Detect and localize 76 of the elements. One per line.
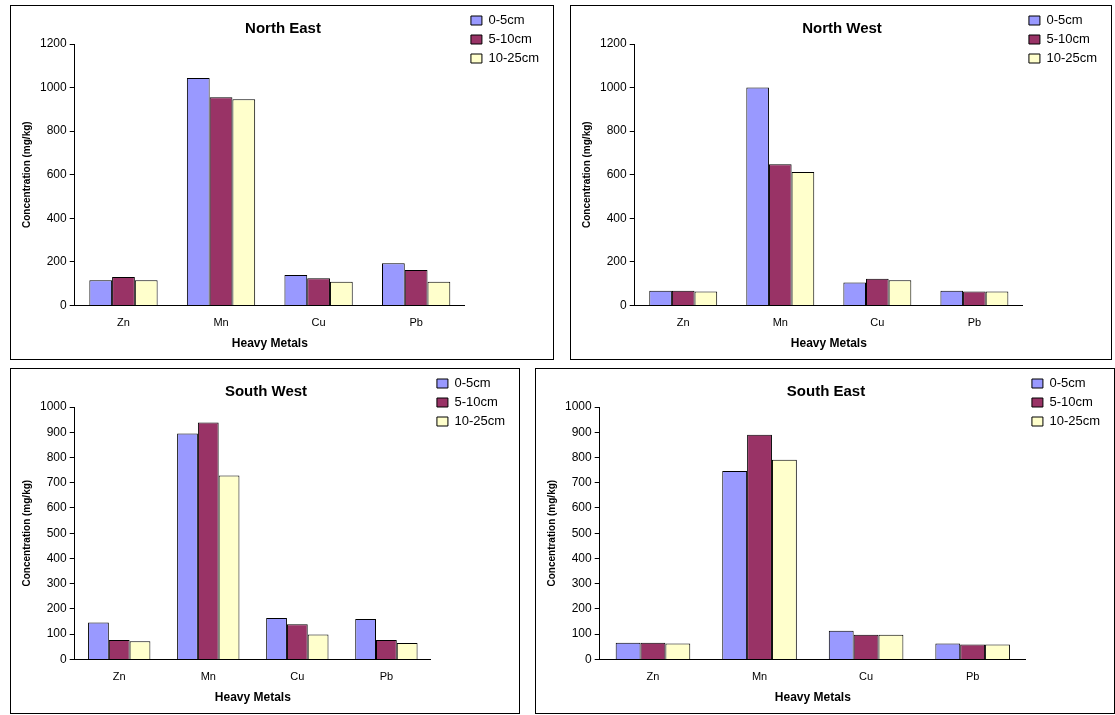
legend-label: 5-10cm <box>488 31 532 47</box>
y-axis-title: Concentration (mg/kg) <box>545 479 557 587</box>
y-tick-label: 0 <box>585 651 593 666</box>
y-tick-label: 200 <box>46 254 68 269</box>
y-tick-label: 200 <box>571 601 593 616</box>
y-tick-label: 700 <box>46 475 68 490</box>
legend-label: 0-5cm <box>1046 12 1083 28</box>
x-axis-title: Heavy Metals <box>214 690 292 705</box>
y-tick-label: 1000 <box>564 399 593 414</box>
legend-label: 0-5cm <box>1049 375 1086 391</box>
y-tick-label: 200 <box>46 601 68 616</box>
y-tick-label: 700 <box>571 475 593 490</box>
legend-label: 0-5cm <box>454 375 491 391</box>
y-tick-label: 600 <box>46 500 68 515</box>
y-axis-title: Concentration (mg/kg) <box>580 121 592 229</box>
y-tick-label: 1000 <box>39 399 68 414</box>
x-tick-label: Cu <box>311 316 326 329</box>
y-tick-label: 800 <box>606 123 628 138</box>
y-tick-label: 1200 <box>599 36 628 51</box>
legend-label: 10-25cm <box>488 50 539 66</box>
y-tick-label: 500 <box>46 525 68 540</box>
y-tick-label: 900 <box>46 424 68 439</box>
chart-title: North East <box>245 19 321 37</box>
y-tick-label: 300 <box>571 575 593 590</box>
x-tick-label: Mn <box>772 316 788 329</box>
y-tick-label: 400 <box>571 550 593 565</box>
y-tick-label: 1000 <box>599 79 628 94</box>
y-tick-label: 1000 <box>39 79 68 94</box>
x-axis-title: Heavy Metals <box>790 336 868 351</box>
y-tick-label: 400 <box>606 210 628 225</box>
legend-label: 5-10cm <box>1049 394 1093 410</box>
y-tick-label: 800 <box>46 449 68 464</box>
x-tick-label: Mn <box>751 670 768 683</box>
y-tick-label: 400 <box>46 550 68 565</box>
y-tick-label: 500 <box>571 525 593 540</box>
x-tick-label: Zn <box>117 316 130 329</box>
legend-label: 5-10cm <box>1046 31 1090 47</box>
y-tick-label: 200 <box>606 254 628 269</box>
x-tick-label: Mn <box>200 670 216 683</box>
y-tick-label: 300 <box>46 575 68 590</box>
legend-label: 5-10cm <box>454 394 498 410</box>
chart-title: South West <box>224 382 308 400</box>
y-tick-label: 600 <box>606 167 628 182</box>
x-tick-label: Cu <box>859 670 874 683</box>
y-tick-label: 600 <box>46 167 68 182</box>
y-tick-label: 100 <box>571 626 593 641</box>
x-tick-label: Zn <box>676 316 690 329</box>
x-tick-label: Mn <box>213 316 229 329</box>
y-tick-label: 800 <box>46 123 68 138</box>
y-tick-label: 0 <box>60 297 68 312</box>
x-tick-label: Pb <box>379 670 394 683</box>
y-tick-label: 800 <box>571 449 593 464</box>
y-tick-label: 0 <box>60 651 68 666</box>
y-tick-label: 600 <box>571 500 593 515</box>
x-tick-label: Cu <box>870 316 885 329</box>
x-axis-title: Heavy Metals <box>774 690 852 705</box>
x-tick-label: Cu <box>290 670 305 683</box>
x-tick-label: Pb <box>409 316 423 329</box>
x-tick-label: Pb <box>967 316 982 329</box>
legend-label: 0-5cm <box>488 12 525 28</box>
chart-title: North West <box>802 19 882 37</box>
legend-label: 10-25cm <box>1046 50 1097 66</box>
y-tick-label: 0 <box>620 297 628 312</box>
y-tick-label: 1200 <box>39 36 68 51</box>
x-axis-title: Heavy Metals <box>231 336 309 351</box>
legend-label: 10-25cm <box>454 413 505 429</box>
legend-label: 10-25cm <box>1049 413 1100 429</box>
x-tick-label: Zn <box>646 670 660 683</box>
x-tick-label: Pb <box>965 670 980 683</box>
y-tick-label: 100 <box>46 626 68 641</box>
y-axis-title: Concentration (mg/kg) <box>20 121 32 229</box>
y-axis-title: Concentration (mg/kg) <box>20 479 32 587</box>
x-tick-label: Zn <box>112 670 126 683</box>
y-tick-label: 400 <box>46 210 68 225</box>
y-tick-label: 900 <box>571 424 593 439</box>
chart-title: South East <box>786 382 866 400</box>
